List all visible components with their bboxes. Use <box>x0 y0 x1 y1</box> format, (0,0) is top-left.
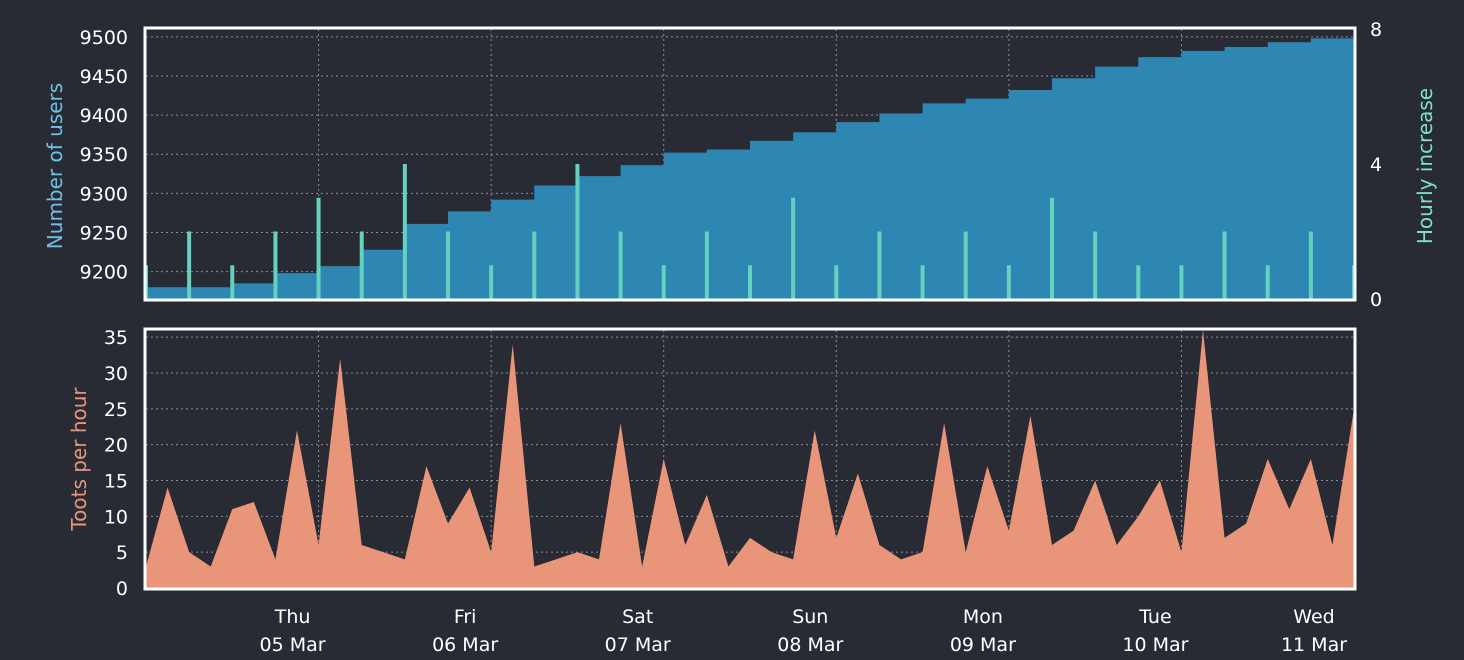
hourly-yticks: 0 4 8 <box>1370 19 1382 311</box>
users-ytick-label: 9450 <box>80 66 128 88</box>
toots-ytick-label: 25 <box>104 399 128 421</box>
toots-panel-frame <box>143 327 1357 591</box>
xtick-date-label: 09 Mar <box>950 634 1016 656</box>
toots-ytick-label: 0 <box>116 578 128 600</box>
xtick-date-label: 11 Mar <box>1281 634 1347 656</box>
hourly-bar <box>834 265 839 299</box>
hourly-bar <box>1050 197 1054 299</box>
hourly-bar <box>661 265 666 299</box>
users-ytick-label: 9300 <box>80 183 128 205</box>
hourly-bar <box>748 265 752 299</box>
users-ylabel: Number of users <box>43 83 67 249</box>
hourly-bar <box>273 231 278 299</box>
toots-ytick-label: 20 <box>104 435 128 457</box>
users-ytick-label: 9350 <box>80 144 128 166</box>
toots-yticks: 0 5 10 15 20 25 30 35 <box>104 327 128 600</box>
hourly-bar <box>230 265 235 299</box>
hourly-bar <box>1222 231 1227 299</box>
xtick-date-label: 05 Mar <box>260 634 326 656</box>
toots-area <box>146 330 1354 588</box>
hourly-bar <box>575 164 580 299</box>
users-ytick-label: 9250 <box>80 222 128 244</box>
hourly-bar <box>1265 265 1270 299</box>
toots-ytick-label: 5 <box>116 542 128 564</box>
xtick-day-label: Sun <box>792 606 828 628</box>
hourly-bar <box>704 231 709 299</box>
hourly-bar <box>1308 231 1313 299</box>
xtick-day-label: Tue <box>1138 606 1171 628</box>
xtick-date-label: 07 Mar <box>605 634 671 656</box>
toots-panel: 0 5 10 15 20 25 30 35 Thu 05 Mar Fri 06 Mar Sat 07 M… <box>67 327 1357 656</box>
hourly-ylabel: Hourly increase <box>1413 88 1437 244</box>
hourly-increase-bars <box>144 164 1356 299</box>
toots-ylabel: Toots per hour <box>67 387 91 532</box>
hourly-bar <box>877 231 882 299</box>
users-panel-frame <box>143 26 1357 302</box>
hourly-bar <box>446 231 450 299</box>
toots-ytick-label: 35 <box>104 327 128 349</box>
hourly-ytick-label: 8 <box>1370 19 1382 41</box>
xtick-date-label: 06 Mar <box>432 634 498 656</box>
hourly-bar <box>1006 265 1011 299</box>
xtick-day-label: Sat <box>622 606 653 628</box>
toots-ytick-label: 10 <box>104 506 128 528</box>
hourly-bar <box>187 231 192 299</box>
users-panel: 9200 9250 9300 9350 9400 9450 9500 0 4 8 Number … <box>43 19 1437 311</box>
hourly-bar <box>1093 231 1098 299</box>
toots-area-group <box>146 330 1354 588</box>
hourly-bar <box>532 231 537 299</box>
toots-xticks: Thu 05 Mar Fri 06 Mar Sat 07 Mar Sun 08 Mar Mon 0… <box>260 606 1348 656</box>
hourly-bar <box>359 231 364 299</box>
hourly-bar <box>489 265 494 299</box>
xtick-day-label: Mon <box>963 606 1003 628</box>
users-ytick-label: 9200 <box>80 262 128 284</box>
toots-ytick-label: 15 <box>104 471 128 493</box>
hourly-bar <box>316 197 321 299</box>
hourly-bar <box>618 231 623 299</box>
hourly-bar <box>402 164 407 299</box>
hourly-bar <box>1136 265 1141 299</box>
xtick-date-label: 08 Mar <box>777 634 843 656</box>
hourly-ytick-label: 4 <box>1370 154 1382 176</box>
hourly-bar <box>920 265 925 299</box>
xtick-day-label: Wed <box>1293 606 1334 628</box>
xtick-day-label: Fri <box>454 606 477 628</box>
xtick-date-label: 10 Mar <box>1122 634 1188 656</box>
hourly-bar <box>791 197 796 299</box>
hourly-bar <box>963 231 968 299</box>
users-ytick-label: 9500 <box>80 27 128 49</box>
hourly-ytick-label: 0 <box>1370 289 1382 311</box>
xtick-day-label: Thu <box>274 606 311 628</box>
users-ytick-label: 9400 <box>80 105 128 127</box>
hourly-bar <box>1179 265 1184 299</box>
toots-ytick-label: 30 <box>104 363 128 385</box>
users-yticks: 9200 9250 9300 9350 9400 9450 9500 <box>80 27 128 284</box>
